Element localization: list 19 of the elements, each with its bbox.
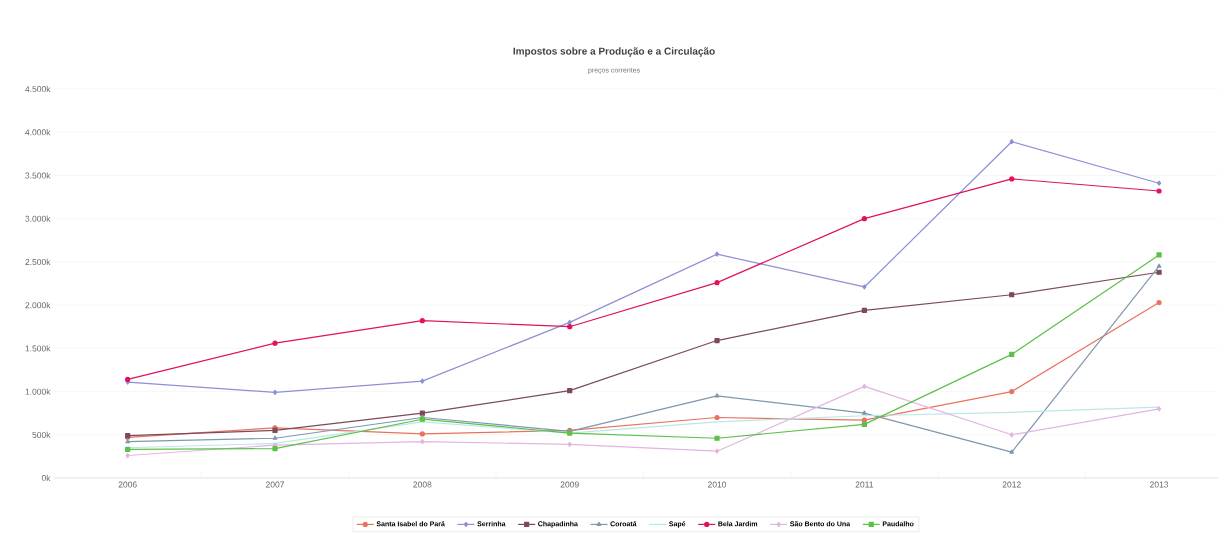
y-tick-label: 1.000k <box>25 388 51 395</box>
x-tick-label: 2007 <box>265 481 285 488</box>
y-tick-label: 1.500k <box>25 345 51 352</box>
x-tick-label: 2006 <box>118 481 137 488</box>
x-tick-label: 2013 <box>1150 481 1169 488</box>
y-tick-label: 4.500k <box>25 85 51 93</box>
y-tick-label: 4.000k <box>25 129 51 136</box>
x-tick-label: 2008 <box>413 481 432 488</box>
chart-title: Impostos sobre a Produção e a Circulação <box>513 47 715 57</box>
y-tick-label: 500k <box>32 431 51 438</box>
y-tick-label: 3.000k <box>25 215 51 222</box>
x-tick-label: 2010 <box>708 481 727 488</box>
y-tick-label: 0k <box>41 474 51 482</box>
x-tick-label: 2012 <box>1002 481 1021 488</box>
y-tick-label: 2.000k <box>25 301 51 309</box>
y-tick-label: 3.500k <box>25 172 51 179</box>
x-tick-label: 2011 <box>855 481 874 488</box>
y-tick-label: 2.500k <box>25 258 51 265</box>
x-tick-label: 2009 <box>560 481 579 488</box>
